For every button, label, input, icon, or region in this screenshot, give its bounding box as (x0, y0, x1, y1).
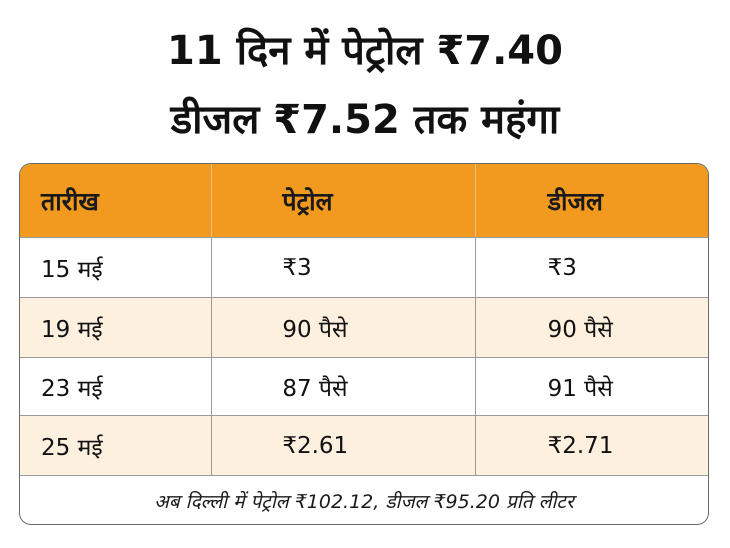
table-header-row: तारीख पेट्रोल डीजल (20, 164, 708, 237)
diesel-cell: 90 पैसे (547, 316, 613, 343)
column-header-diesel: डीजल (547, 186, 603, 216)
petrol-cell: ₹2.61 (212, 416, 476, 475)
date-cell: 19 मई (20, 298, 213, 357)
date-cell: 23 मई (20, 358, 213, 415)
table-row: 19 मई 90 पैसे 90 पैसे (20, 297, 708, 357)
petrol-cell: 90 पैसे (212, 298, 476, 357)
petrol-cell: 87 पैसे (212, 358, 476, 415)
table-row: 25 मई ₹2.61 ₹2.71 (20, 415, 708, 475)
headline-line-1: 11 दिन में पेट्रोल ₹7.40 (167, 28, 563, 74)
petrol-cell: ₹3 (212, 238, 476, 297)
column-header-date: तारीख (20, 164, 213, 237)
table-row: 23 मई 87 पैसे 91 पैसे (20, 357, 708, 415)
diesel-cell: ₹2.71 (547, 432, 614, 459)
diesel-cell: 91 पैसे (547, 375, 613, 402)
date-cell: 25 मई (20, 416, 213, 475)
table-footer-note: अब दिल्ली में पेट्रोल ₹102.12, डीजल ₹95.… (20, 475, 708, 524)
date-cell: 15 मई (20, 238, 213, 297)
price-table: तारीख पेट्रोल डीजल 15 मई ₹3 ₹3 19 मई 90 … (19, 163, 709, 525)
column-header-petrol: पेट्रोल (212, 164, 476, 237)
headline-line-2: डीजल ₹7.52 तक महंगा (170, 97, 560, 143)
diesel-cell: ₹3 (547, 254, 577, 281)
table-row: 15 मई ₹3 ₹3 (20, 237, 708, 297)
